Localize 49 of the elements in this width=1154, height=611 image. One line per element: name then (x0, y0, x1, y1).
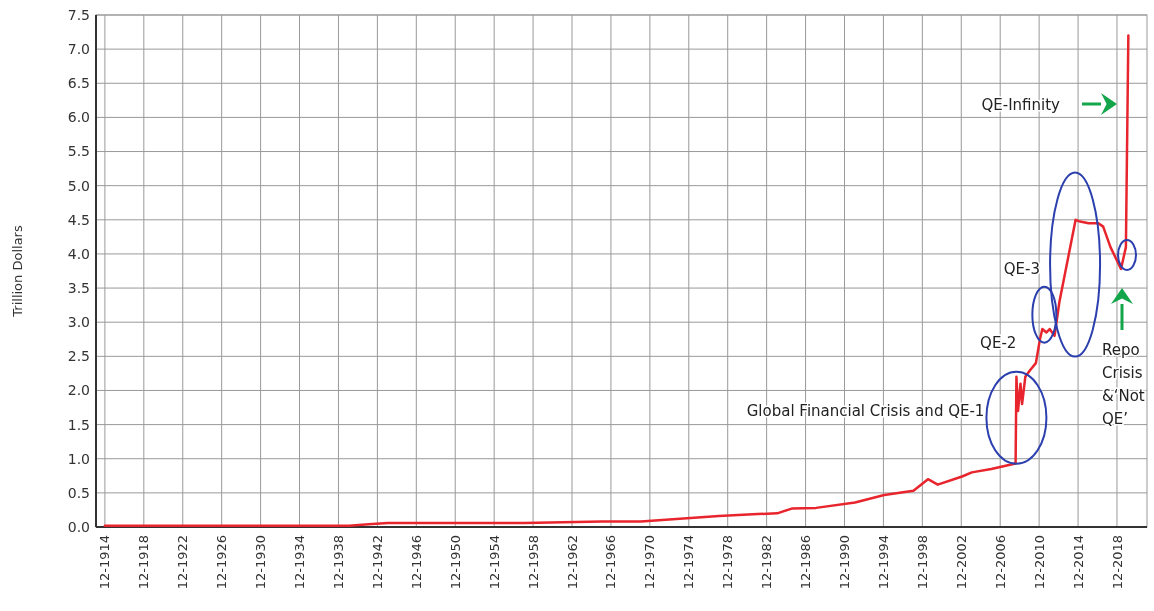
x-tick-label: 12-2018 (1109, 535, 1125, 590)
x-tick-label: 12-1970 (642, 535, 658, 590)
annotation: QE-2 (980, 333, 1017, 352)
y-tick-label: 6.0 (67, 109, 90, 126)
x-tick-label: 12-1978 (720, 535, 736, 590)
x-tick-label: 12-2002 (953, 535, 969, 590)
x-tick-label: 12-1942 (369, 535, 385, 590)
annotation: QE-Infinity (981, 96, 1061, 114)
x-tick-label: 12-2014 (1070, 535, 1086, 590)
x-tick-label: 12-1918 (136, 535, 152, 590)
y-tick-label: 5.0 (67, 177, 90, 194)
x-tick-label: 12-1958 (525, 535, 541, 590)
x-tick-label: 12-1950 (447, 535, 463, 590)
x-tick-label: 12-1922 (175, 535, 191, 590)
x-tick-label: 12-1946 (408, 535, 424, 590)
x-tick-label: 12-1938 (331, 535, 346, 590)
annotation: Global Financial Crisis and QE-1 (746, 401, 985, 420)
y-tick-label: 1.5 (67, 416, 90, 433)
x-tick-label: 12-1994 (875, 535, 891, 590)
x-tick-label: 12-1962 (564, 535, 580, 590)
x-tick-label: 12-1926 (214, 535, 230, 590)
y-tick-label: 2.0 (67, 382, 90, 399)
y-tick-label: 4.5 (67, 211, 90, 228)
x-tick-label: 12-1954 (486, 535, 502, 590)
y-tick-label: 1.0 (67, 450, 90, 467)
annotation: Repo Crisis &‘Not QE’ (1102, 341, 1145, 428)
x-tick-label: 12-1934 (292, 535, 308, 590)
x-tick-label: 12-1998 (914, 535, 930, 590)
y-tick-label: 0.0 (67, 518, 90, 535)
x-tick-label: 12-1986 (798, 535, 814, 590)
y-tick-label: 3.5 (67, 279, 90, 296)
y-tick-label: 7.0 (67, 41, 90, 58)
x-tick-label: 12-2006 (992, 535, 1008, 590)
y-tick-label: 0.5 (67, 484, 90, 501)
y-tick-label: 5.5 (67, 143, 90, 160)
y-tick-label: 2.5 (67, 348, 90, 365)
y-tick-label: 4.0 (67, 245, 90, 262)
x-tick-label: 12-1982 (759, 535, 775, 590)
x-tick-label: 12-2010 (1031, 535, 1047, 590)
annotation: QE-3 (1003, 259, 1041, 278)
x-tick-label: 12-1974 (681, 535, 697, 590)
x-tick-label: 12-1914 (97, 535, 113, 590)
x-tick-label: 12-1930 (253, 535, 269, 590)
y-tick-label: 3.0 (67, 314, 90, 331)
y-tick-label: 7.5 (67, 6, 90, 23)
x-tick-label: 12-1966 (603, 535, 619, 590)
x-tick-label: 12-1990 (837, 535, 853, 590)
y-axis-title: Trillion Dollars (10, 225, 25, 318)
y-tick-label: 6.5 (67, 75, 90, 92)
